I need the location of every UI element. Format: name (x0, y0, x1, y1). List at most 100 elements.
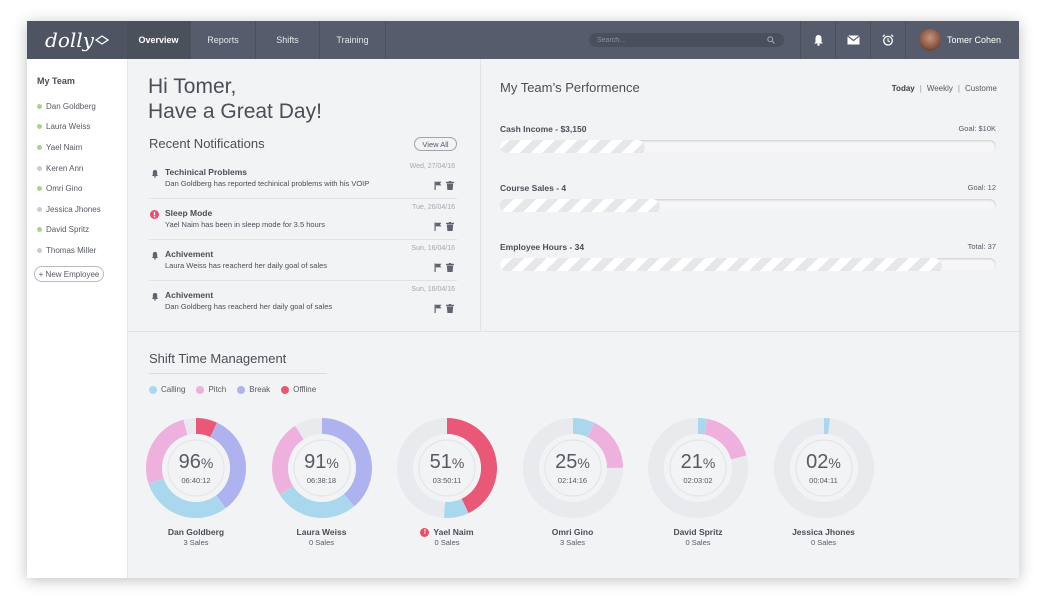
metric-label: Cash Income - $3,150 (500, 124, 587, 134)
tab-separator: | (919, 84, 922, 93)
flag-icon[interactable] (434, 218, 442, 236)
trash-icon[interactable] (446, 259, 454, 277)
progress-track (500, 140, 996, 153)
user-menu[interactable]: Tomer Cohen (905, 21, 1019, 59)
nav-shifts[interactable]: Shifts (256, 21, 320, 59)
notification-item[interactable]: Techinical Problems Dan Goldberg has repo… (149, 158, 457, 199)
notification-item[interactable]: Achivement Laura Weiss has reacherd her d… (149, 240, 457, 281)
shift-donut-chart (773, 418, 874, 518)
view-all-button[interactable]: View All (414, 137, 457, 151)
status-dot (37, 144, 42, 150)
sidebar-member[interactable]: Omri Gino (37, 178, 101, 199)
donut-segment-pitch (271, 425, 304, 495)
recent-notifications-title: Recent Notifications (149, 136, 265, 151)
employee-name: David Spritz (647, 527, 749, 537)
donut-segment-pitch (586, 422, 623, 468)
shift-legend: Calling Pitch Break Offline (149, 385, 316, 394)
greeting: Hi Tomer, Have a Great Day! (148, 74, 322, 124)
sidebar-member[interactable]: David Spritz (37, 220, 101, 241)
notifications-button[interactable] (800, 21, 835, 59)
donut-segment-calling (572, 418, 594, 438)
legend-swatch (237, 385, 246, 394)
donut-time: 02:14:16 (557, 476, 588, 485)
tab-custom[interactable]: Custome (964, 84, 997, 93)
employee-shift-card[interactable]: 96% 06:40:12 Dan Goldberg 3 Sales (145, 417, 249, 549)
flag-icon[interactable] (434, 177, 442, 195)
flag-icon[interactable] (434, 300, 442, 318)
sidebar-member[interactable]: Yael Naim (37, 137, 101, 158)
new-employee-button[interactable]: + New Employee (34, 266, 104, 282)
flag-icon[interactable] (434, 259, 442, 277)
bell-icon (150, 292, 159, 301)
employee-shift-card[interactable]: 51% 03:50:11! Yael Naim 0 Sales (396, 417, 500, 549)
warning-icon: ! (420, 527, 430, 537)
donut-time: 06:38:18 (306, 476, 337, 485)
donut-center: 96% 06:40:12 (145, 417, 247, 519)
sidebar-member[interactable]: Keren Ann (37, 158, 101, 179)
sidebar-member[interactable]: Laura Weiss (37, 117, 101, 138)
progress-fill (500, 258, 942, 271)
notification-actions (434, 218, 454, 236)
search-input[interactable] (597, 36, 767, 44)
percent-value: 91 (304, 451, 327, 473)
employee-shift-card[interactable]: 25% 02:14:16 Omri Gino 3 Sales (522, 417, 626, 549)
title-divider (149, 373, 327, 374)
employee-name-text: Yael Naim (433, 527, 474, 537)
shift-donut-chart (271, 418, 372, 518)
notification-item[interactable]: Achivement Dan Goldberg has reacherd her … (149, 281, 457, 322)
shift-donut-chart (522, 418, 623, 518)
trash-icon[interactable] (446, 300, 454, 318)
search-icon[interactable] (767, 36, 775, 44)
donut-time: 03:50:11 (432, 476, 462, 485)
team-sidebar: My Team Dan Goldberg Laura Weiss Yael Naim… (27, 59, 128, 578)
sidebar-member[interactable]: Thomas Miller (37, 240, 101, 261)
nav-overview[interactable]: Overview (127, 21, 191, 59)
percent-value: 21 (680, 451, 703, 473)
performance-tabs: Today | Weekly | Custome (892, 84, 997, 93)
nav-reports[interactable]: Reports (191, 21, 256, 59)
tab-weekly[interactable]: Weekly (926, 84, 953, 93)
dashboard-window: dolly Overview Reports Shifts Training (27, 21, 1019, 578)
notification-item[interactable]: Sleep Mode Yael Naim has been in sleep mo… (149, 199, 457, 240)
donut-center: 25% 02:14:16 (522, 417, 624, 519)
donut-segment-pitch (704, 418, 747, 460)
greeting-line-2: Have a Great Day! (148, 100, 322, 123)
bell-icon (813, 35, 823, 46)
logo-mark-icon (94, 35, 109, 45)
alarm-button[interactable] (870, 21, 905, 59)
nav-training[interactable]: Training (320, 21, 386, 59)
donut-time: 02:03:02 (683, 476, 713, 485)
employee-name-text: David Spritz (673, 527, 723, 537)
notification-date: Wed, 27/04/16 (409, 163, 455, 170)
dolly-logo[interactable]: dolly (27, 21, 127, 59)
trash-icon[interactable] (446, 218, 454, 236)
sidebar-member[interactable]: Dan Goldberg (37, 96, 101, 117)
legend-swatch (149, 385, 157, 394)
employee-name: Omri Gino (522, 527, 624, 537)
sidebar-member[interactable]: Jessica Jhones (37, 199, 101, 220)
logo-text: dolly (45, 28, 94, 52)
trash-icon[interactable] (446, 177, 454, 195)
legend-label: Break (249, 385, 271, 394)
tab-today[interactable]: Today (891, 84, 915, 93)
percent-value: 02 (806, 451, 829, 473)
employee-name-text: Dan Goldberg (167, 527, 225, 537)
status-dot (37, 227, 42, 233)
messages-button[interactable] (835, 21, 870, 59)
notification-title: Achivement (165, 290, 214, 300)
shift-donut-chart (397, 418, 497, 518)
employee-shift-card[interactable]: 21% 02:03:02 David Spritz 0 Sales (647, 417, 751, 549)
status-dot (37, 103, 42, 109)
main-content: Hi Tomer, Have a Great Day! Recent Notif… (128, 59, 1019, 578)
employee-sales: 3 Sales (559, 538, 586, 547)
percent-value: 25 (555, 451, 578, 473)
donut-segment-offline (196, 418, 218, 438)
bell-icon (150, 251, 159, 260)
donut-inner-ring (795, 439, 852, 497)
donut-segment-calling (444, 498, 469, 518)
employee-shift-card[interactable]: 91% 06:38:18 Laura Weiss 0 Sales (271, 417, 375, 549)
member-name: Thomas Miller (46, 245, 97, 255)
employee-sales: 0 Sales (434, 538, 460, 547)
donut-percent: 96% (179, 451, 214, 474)
employee-shift-card[interactable]: 02% 00:04:11 Jessica Jhones 0 Sales (773, 417, 877, 549)
